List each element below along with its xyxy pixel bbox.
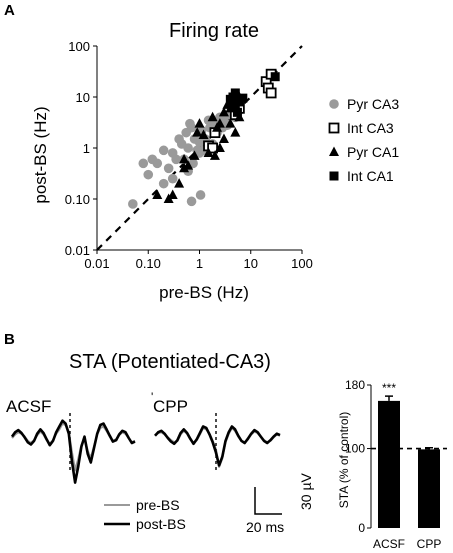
scatter-x-tick-label: 1 (196, 256, 203, 271)
bar-y-tick-label: 180 (345, 378, 365, 392)
point-pyr-ca1 (203, 147, 214, 157)
bar-cpp (418, 449, 440, 528)
scatter-points (128, 68, 280, 209)
point-int-ca1 (270, 72, 280, 82)
legend-marker-pyr-ca1 (329, 146, 339, 156)
scatter-x-tick-label: 0.01 (84, 256, 109, 271)
point-int-ca1 (232, 107, 242, 117)
point-pyr-ca1 (225, 118, 236, 128)
significance-annotation: *** (382, 381, 396, 395)
point-pyr-ca3 (138, 158, 149, 169)
scatter-x-tick-label: 100 (291, 256, 313, 271)
legend-label-int-ca3: Int CA3 (347, 120, 394, 136)
cpp-trace-label: CPP (153, 397, 188, 416)
point-pyr-ca1 (192, 127, 203, 137)
point-pyr-ca3 (158, 145, 169, 156)
panel-b-letter: B (4, 331, 15, 348)
scatter-y-tick-label: 1 (83, 141, 90, 156)
point-pyr-ca1 (225, 102, 236, 113)
legend-label-pyr-ca1: Pyr CA1 (347, 144, 399, 160)
point-pyr-ca1 (212, 122, 223, 132)
scatter-y-tick-label: 0.01 (65, 243, 90, 258)
sta-bar-chart: 0 100 180 ACSF CPP *** (345, 378, 447, 551)
point-pyr-ca1 (179, 153, 190, 164)
legend-pre-bs-label: pre-BS (136, 497, 180, 513)
point-pyr-ca3 (152, 158, 163, 169)
point-pyr-ca1 (209, 150, 220, 160)
point-pyr-ca1 (179, 162, 190, 173)
point-int-ca1 (230, 88, 240, 98)
point-pyr-ca3 (128, 199, 138, 209)
bar-category-label: ACSF (373, 537, 405, 551)
scatter-y-tick-label: 10 (76, 90, 90, 105)
acsf-trace-post-bs (10, 419, 136, 484)
bar-acsf (378, 400, 400, 528)
scatter-x-axis-label: pre-BS (Hz) (159, 283, 249, 302)
scatter-y-axis-label: post-BS (Hz) (31, 106, 50, 203)
point-pyr-ca1 (167, 189, 178, 199)
scatter-x-tick-label: 10 (244, 256, 258, 271)
legend-label-int-ca1: Int CA1 (347, 168, 394, 184)
acsf-trace-label: ACSF (6, 397, 51, 416)
scale-bar-x-label: 20 ms (246, 519, 284, 535)
bar-y-axis-label: STA (% of control) (337, 412, 351, 508)
point-pyr-ca3 (171, 154, 181, 165)
stray-tick-mark: ' (151, 390, 153, 404)
point-pyr-ca1 (152, 189, 163, 199)
point-pyr-ca3 (186, 196, 197, 207)
legend-marker-int-ca3 (328, 122, 340, 134)
point-pyr-ca3 (158, 178, 169, 189)
point-int-ca1 (238, 93, 248, 103)
legend-post-bs-label: post-BS (136, 516, 186, 532)
point-pyr-ca1 (183, 160, 194, 170)
cpp-trace-post-bs (154, 425, 281, 467)
scatter-tick-labels: 0.01 0.10 1 10 100 0.01 0.10 1 10 100 (65, 39, 313, 271)
scatter-title: Firing rate (169, 20, 259, 42)
legend-marker-int-ca1 (329, 171, 339, 181)
point-pyr-ca1 (218, 133, 229, 144)
point-int-ca3 (265, 87, 277, 99)
panel-a-letter: A (4, 2, 15, 19)
point-pyr-ca1 (207, 111, 218, 122)
scale-bar-y-label: 30 µV (298, 472, 314, 510)
scatter-axes (93, 45, 303, 254)
point-pyr-ca1 (214, 142, 225, 152)
legend-marker-pyr-ca3 (329, 99, 339, 109)
point-pyr-ca1 (194, 118, 205, 128)
point-pyr-ca1 (198, 129, 209, 139)
point-pyr-ca3 (163, 163, 174, 174)
sta-traces (10, 419, 281, 484)
sta-title: STA (Potentiated-CA3) (69, 351, 271, 373)
point-pyr-ca1 (189, 150, 200, 160)
legend-label-pyr-ca3: Pyr CA3 (347, 96, 399, 112)
point-pyr-ca3 (143, 169, 154, 180)
scale-bar (254, 487, 282, 515)
point-pyr-ca1 (174, 178, 185, 188)
point-pyr-ca1 (230, 127, 241, 137)
bar-y-tick-label: 0 (358, 521, 365, 535)
point-pyr-ca3 (167, 173, 178, 184)
scatter-legend: Pyr CA3 Int CA3 Pyr CA1 Int CA1 (328, 96, 399, 184)
point-pyr-ca3 (183, 143, 193, 153)
bar-category-label: CPP (417, 537, 442, 551)
point-pyr-ca1 (218, 106, 229, 117)
scatter-y-tick-label: 0.10 (65, 192, 90, 207)
point-pyr-ca3 (195, 190, 206, 200)
bar-y-tick-label: 100 (345, 442, 365, 456)
scatter-y-tick-label: 100 (68, 39, 90, 54)
scatter-x-tick-label: 0.10 (136, 256, 161, 271)
point-pyr-ca3 (186, 122, 197, 133)
